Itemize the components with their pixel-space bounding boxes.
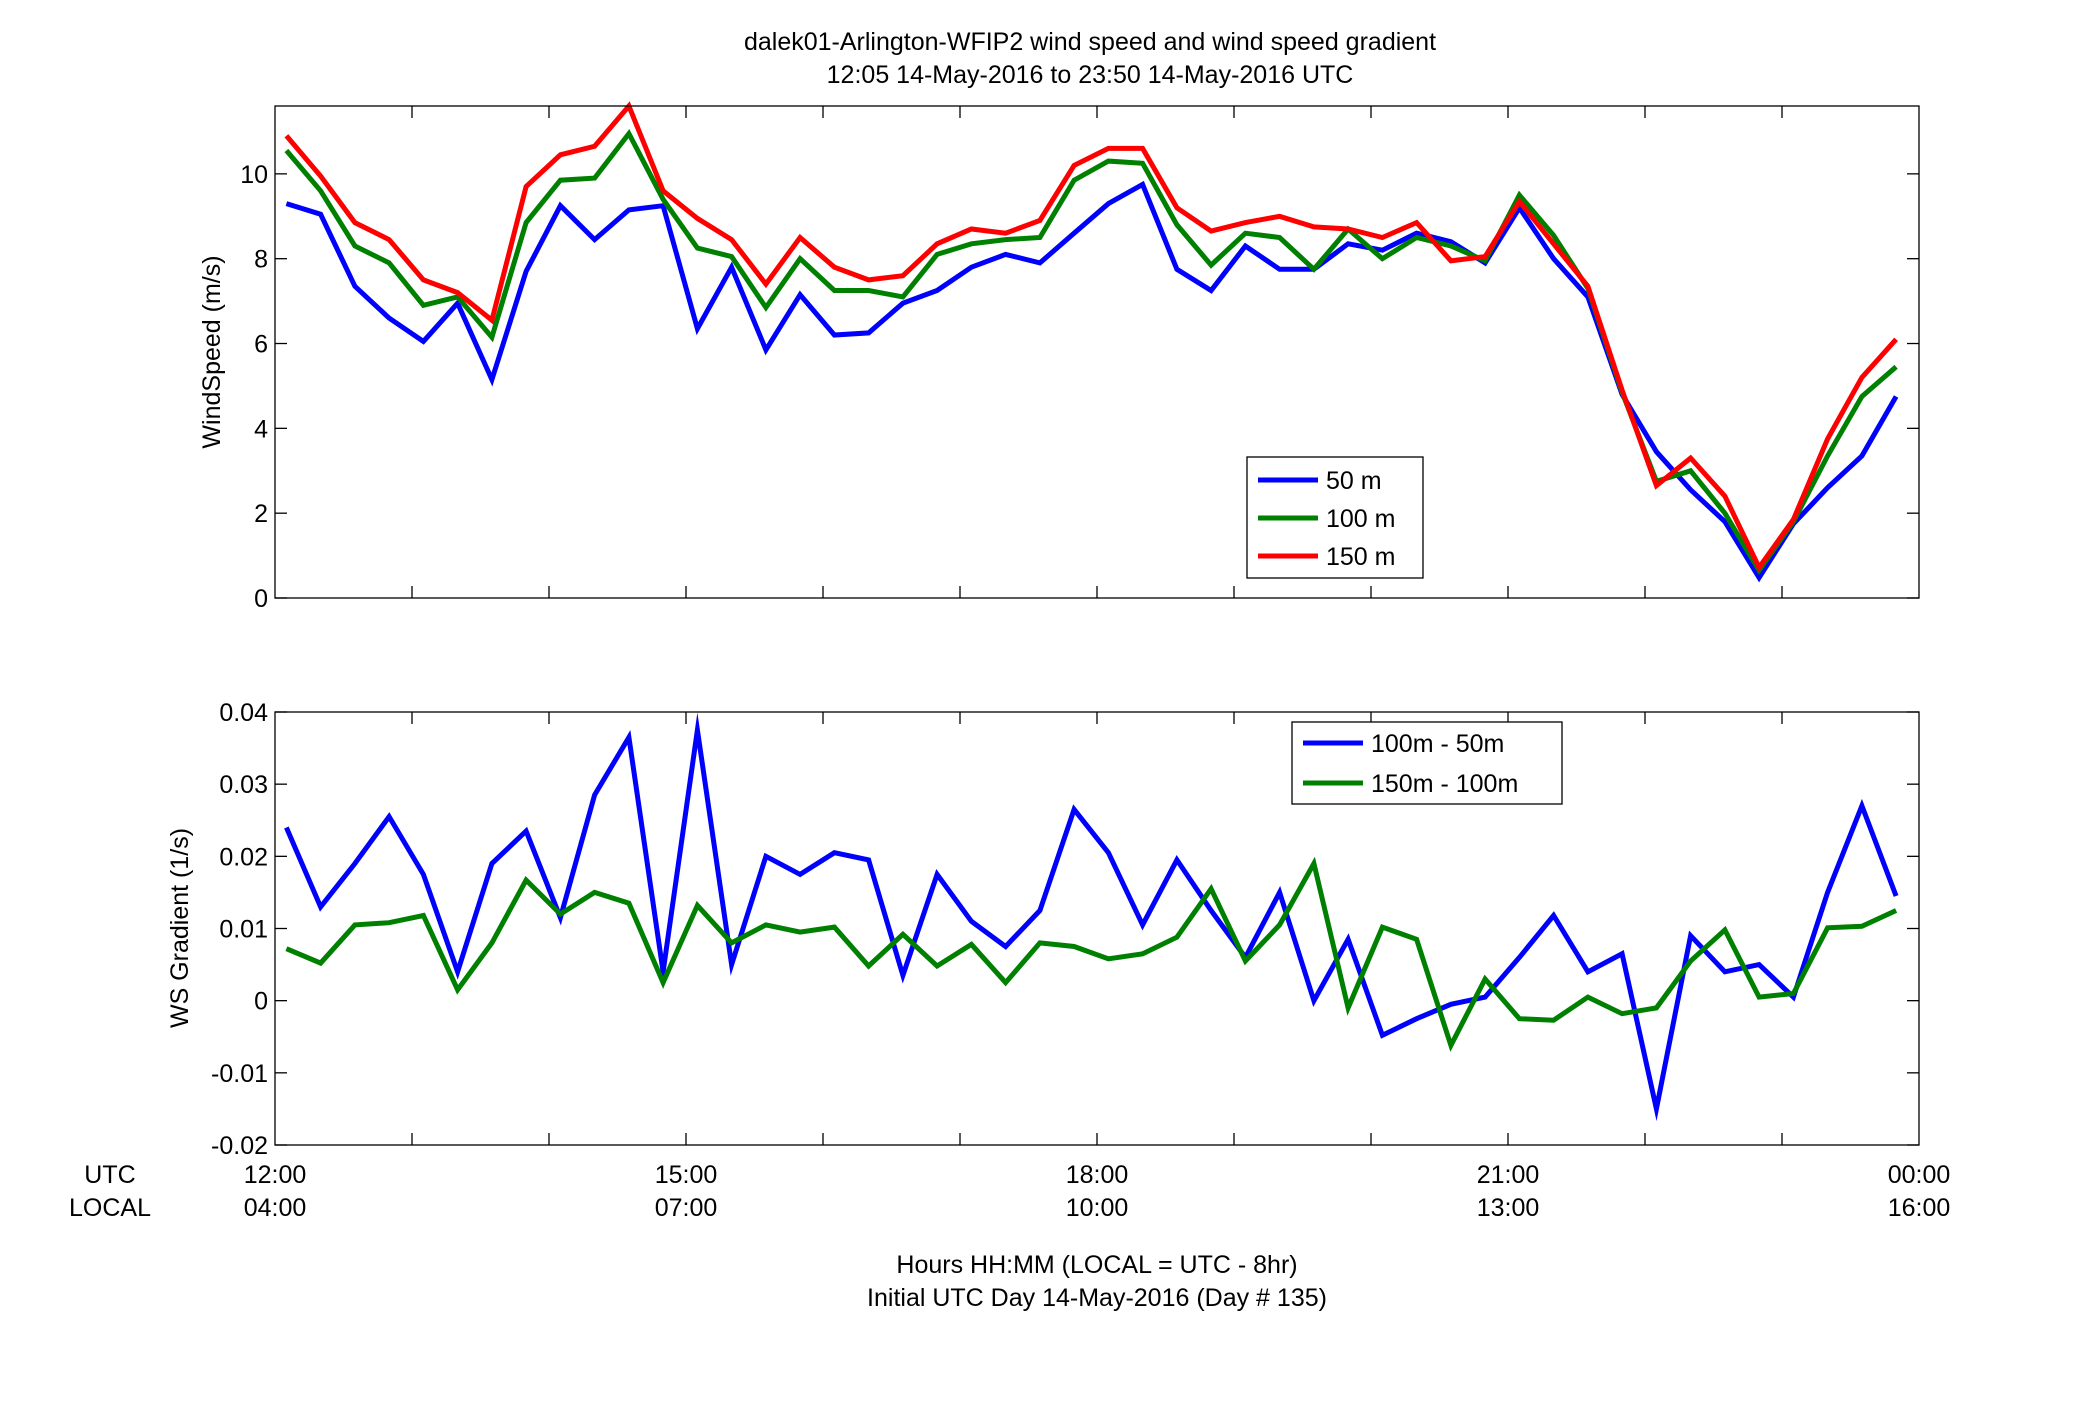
windspeed-y-axis-label: WindSpeed (m/s) <box>198 255 226 448</box>
windspeed-series-line-150-m <box>284 101 1898 573</box>
windspeed-ytick-label: 0 <box>254 585 268 613</box>
figure-title-line2: 12:05 14-May-2016 to 23:50 14-May-2016 U… <box>827 61 1354 89</box>
legend-label-150m-100m: 150m - 100m <box>1371 770 1518 798</box>
gradient-series-layer <box>284 712 1899 1122</box>
legend-label-100m: 100 m <box>1326 505 1395 533</box>
local-tick-label: 10:00 <box>1066 1194 1129 1222</box>
gradient-plot-area <box>275 712 1919 1145</box>
gradient-ytick-label: 0 <box>254 988 268 1016</box>
legend-label-150m: 150 m <box>1326 543 1395 571</box>
windspeed-panel: 0 2 4 6 8 10 WindSpeed (m/s) 50 m 100 m 150 m <box>198 101 1920 613</box>
windspeed-series-layer <box>284 101 1899 583</box>
windspeed-ytick-label: 10 <box>240 161 268 189</box>
gradient-ytick-label: -0.02 <box>211 1132 268 1160</box>
windspeed-y-ticks: 0 2 4 6 8 10 <box>240 161 1919 613</box>
utc-tick-label: 00:00 <box>1888 1161 1951 1189</box>
gradient-ytick-label: 0.02 <box>219 843 268 871</box>
local-tick-label: 13:00 <box>1477 1194 1540 1222</box>
utc-tick-label: 12:00 <box>244 1161 307 1189</box>
legend-label-100m-50m: 100m - 50m <box>1371 730 1504 758</box>
windspeed-x-ticks <box>411 106 1783 598</box>
gradient-panel: -0.02 -0.01 0 0.01 0.02 0.03 0.04 WS Gradient … <box>166 699 1920 1160</box>
x-axis-label-line2: Initial UTC Day 14-May-2016 (Day # 135) <box>867 1284 1327 1312</box>
utc-tick-label: 15:00 <box>655 1161 718 1189</box>
gradient-legend: 100m - 50m 150m - 100m <box>1291 721 1563 805</box>
gradient-ytick-label: 0.03 <box>219 771 268 799</box>
windspeed-ytick-label: 4 <box>254 415 268 443</box>
gradient-legend-box <box>1291 721 1563 805</box>
windspeed-ytick-label: 6 <box>254 331 268 359</box>
utc-tick-label: 18:00 <box>1066 1161 1129 1189</box>
gradient-series-line-100m-50m <box>284 712 1899 1122</box>
local-tick-label: 04:00 <box>244 1194 307 1222</box>
windspeed-ytick-label: 2 <box>254 500 268 528</box>
windspeed-ytick-label: 8 <box>254 246 268 274</box>
gradient-ytick-label: -0.01 <box>211 1060 268 1088</box>
x-axis-label-line1: Hours HH:MM (LOCAL = UTC - 8hr) <box>896 1251 1297 1279</box>
windspeed-legend: 50 m 100 m 150 m <box>1246 456 1424 579</box>
local-row-label: LOCAL <box>69 1194 151 1222</box>
utc-tick-label: 21:00 <box>1477 1161 1540 1189</box>
gradient-ytick-label: 0.01 <box>219 916 268 944</box>
gradient-y-ticks: -0.02 -0.01 0 0.01 0.02 0.03 0.04 <box>211 699 1919 1160</box>
local-tick-label: 07:00 <box>655 1194 718 1222</box>
windspeed-plot-area <box>275 106 1919 598</box>
gradient-series-line-150m-100m <box>285 856 1898 1052</box>
legend-label-50m: 50 m <box>1326 467 1382 495</box>
gradient-ytick-label: 0.04 <box>219 699 268 727</box>
x-tick-label-rows: 12:00 04:00 15:00 07:00 18:00 10:00 21:00 13:00… <box>244 1161 1951 1222</box>
figure-title-line1: dalek01-Arlington-WFIP2 wind speed and w… <box>744 28 1436 56</box>
utc-row-label: UTC <box>84 1161 135 1189</box>
gradient-y-axis-label: WS Gradient (1/s) <box>166 828 194 1028</box>
local-tick-label: 16:00 <box>1888 1194 1951 1222</box>
